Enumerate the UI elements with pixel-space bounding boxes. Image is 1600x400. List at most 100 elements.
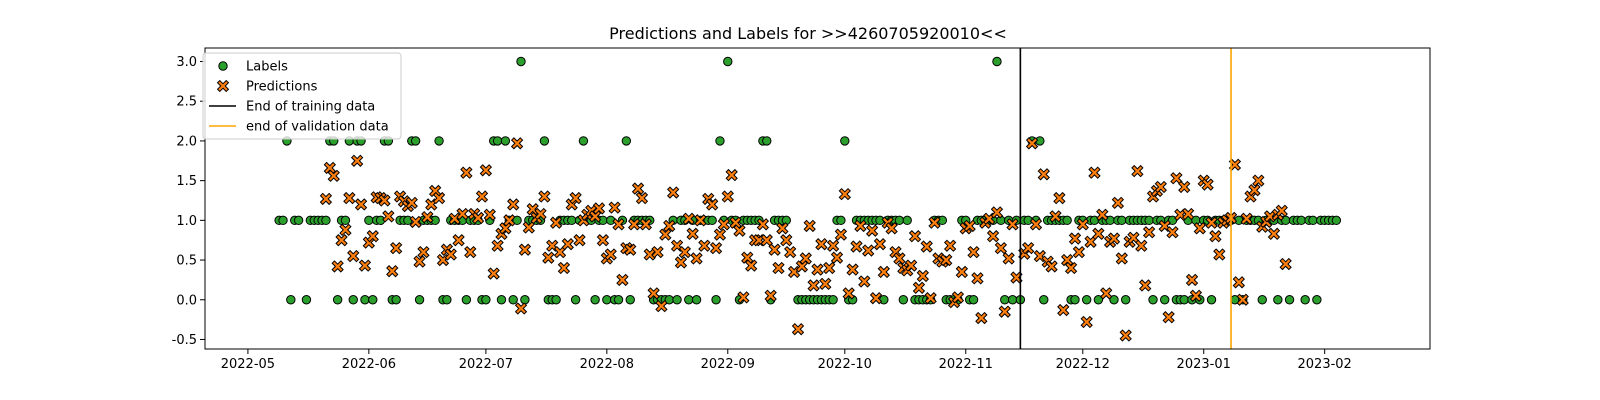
- legend: Labels Predictions End of training data end…: [202, 52, 402, 140]
- prediction-point: [534, 207, 547, 221]
- prediction-point-stroke: [707, 199, 717, 210]
- label-point: [1312, 295, 1322, 305]
- prediction-point-stroke: [1062, 255, 1072, 265]
- prediction-point: [1080, 315, 1093, 329]
- prediction-point: [460, 166, 473, 179]
- prediction-point-stroke: [1156, 182, 1166, 192]
- prediction-point: [784, 245, 797, 259]
- prediction-point-stroke: [875, 239, 885, 249]
- prediction-point-stroke: [637, 193, 647, 203]
- prediction-point-stroke: [1195, 223, 1205, 234]
- prediction-point-stroke: [598, 235, 608, 245]
- prediction-point: [916, 269, 930, 283]
- label-point: [403, 215, 413, 226]
- prediction-point-stroke: [1183, 209, 1193, 219]
- prediction-point-stroke: [430, 186, 440, 196]
- prediction-point-stroke: [1159, 221, 1170, 231]
- prediction-point-stroke: [1132, 166, 1143, 176]
- prediction-point-stroke: [851, 241, 862, 252]
- prediction-point: [549, 216, 563, 229]
- prediction-point: [425, 198, 438, 211]
- label-point: [293, 215, 304, 226]
- prediction-point: [491, 239, 504, 252]
- prediction-point: [452, 234, 465, 247]
- prediction-point: [639, 218, 653, 231]
- prediction-point-stroke: [781, 235, 792, 245]
- label-point: [278, 215, 288, 226]
- prediction-point-stroke: [769, 244, 780, 255]
- prediction-point: [1029, 218, 1043, 231]
- label-point: [1117, 215, 1127, 226]
- prediction-point: [448, 212, 461, 225]
- label-point: [500, 136, 511, 146]
- prediction-point: [912, 281, 926, 295]
- y-tick-label: 0.5: [176, 254, 197, 269]
- prediction-point: [366, 230, 379, 243]
- prediction-point-stroke: [684, 213, 694, 224]
- prediction-point-stroke: [520, 244, 530, 255]
- prediction-point: [1135, 239, 1148, 252]
- prediction-point-stroke: [1058, 305, 1069, 315]
- prediction-point: [444, 248, 457, 261]
- prediction-point: [967, 245, 980, 259]
- prediction-point: [432, 191, 446, 205]
- prediction-point: [596, 234, 610, 247]
- prediction-point: [834, 228, 848, 241]
- prediction-point-stroke: [410, 217, 421, 227]
- prediction-point-stroke: [797, 261, 807, 272]
- prediction-point: [456, 207, 469, 221]
- prediction-point: [904, 259, 918, 272]
- prediction-point-stroke: [1191, 291, 1201, 301]
- x-tick-label: 2023-02: [1298, 357, 1352, 372]
- prediction-point-stroke: [820, 279, 831, 289]
- prediction-point-stroke: [1007, 219, 1018, 230]
- prediction-point: [612, 218, 625, 231]
- prediction-point-stroke: [1023, 243, 1033, 253]
- prediction-point: [737, 291, 750, 304]
- prediction-point-stroke: [992, 207, 1002, 218]
- prediction-point-stroke: [516, 303, 526, 314]
- x-tick-label: 2023-01: [1177, 357, 1231, 372]
- prediction-point: [1025, 137, 1039, 150]
- x-tick-label: 2022-05: [221, 357, 275, 372]
- prediction-point: [791, 322, 805, 336]
- prediction-point: [741, 251, 754, 264]
- prediction-point-stroke: [1113, 198, 1123, 208]
- prediction-point: [963, 219, 976, 233]
- prediction-point-stroke: [719, 219, 729, 230]
- prediction-point-stroke: [535, 209, 546, 219]
- prediction-point-stroke: [344, 193, 355, 203]
- prediction-point-stroke: [426, 199, 437, 210]
- prediction-point-stroke: [964, 221, 975, 231]
- prediction-point: [1037, 168, 1050, 181]
- prediction-point: [1263, 210, 1277, 223]
- label-point: [879, 295, 889, 305]
- prediction-point: [690, 252, 703, 265]
- prediction-point-stroke: [457, 209, 468, 219]
- prediction-point-stroke: [492, 240, 503, 251]
- prediction-point-stroke: [832, 252, 842, 263]
- prediction-point-stroke: [527, 204, 538, 214]
- prediction-point: [1248, 183, 1261, 197]
- prediction-point: [1267, 227, 1281, 241]
- prediction-point: [698, 239, 711, 252]
- label-point: [414, 295, 425, 305]
- prediction-point: [998, 305, 1011, 318]
- prediction-point-stroke: [332, 261, 343, 272]
- prediction-point: [951, 291, 965, 304]
- prediction-point-stroke: [1128, 233, 1139, 243]
- label-point: [1144, 215, 1154, 226]
- label-point: [1039, 295, 1049, 305]
- prediction-point: [608, 201, 621, 214]
- prediction-point-stroke: [418, 247, 429, 257]
- prediction-point-stroke: [1269, 229, 1279, 239]
- prediction-point-stroke: [473, 213, 483, 223]
- label-point: [321, 215, 331, 226]
- prediction-point-stroke: [656, 301, 667, 311]
- x-tick-label: 2022-12: [1056, 357, 1110, 372]
- prediction-point-stroke: [1234, 277, 1244, 288]
- prediction-point-stroke: [488, 268, 499, 279]
- prediction-point: [616, 273, 629, 287]
- prediction-point-stroke: [785, 247, 795, 257]
